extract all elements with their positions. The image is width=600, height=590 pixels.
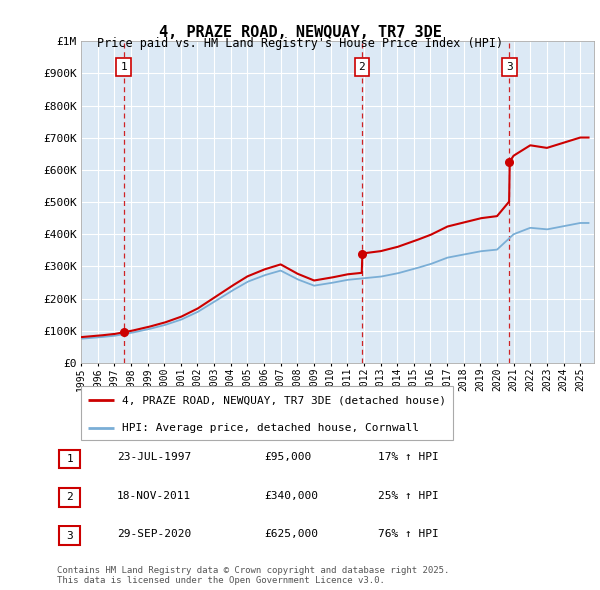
- Bar: [59, 526, 80, 545]
- Text: 29-SEP-2020: 29-SEP-2020: [117, 529, 191, 539]
- Text: 23-JUL-1997: 23-JUL-1997: [117, 453, 191, 462]
- Text: 3: 3: [506, 62, 513, 72]
- Text: 76% ↑ HPI: 76% ↑ HPI: [378, 529, 439, 539]
- Text: £625,000: £625,000: [264, 529, 318, 539]
- Text: 18-NOV-2011: 18-NOV-2011: [117, 491, 191, 500]
- Text: 3: 3: [66, 531, 73, 540]
- Text: Price paid vs. HM Land Registry's House Price Index (HPI): Price paid vs. HM Land Registry's House …: [97, 37, 503, 50]
- Text: 1: 1: [120, 62, 127, 72]
- Text: £95,000: £95,000: [264, 453, 311, 462]
- Text: 2: 2: [359, 62, 365, 72]
- Text: HPI: Average price, detached house, Cornwall: HPI: Average price, detached house, Corn…: [122, 423, 419, 433]
- Text: Contains HM Land Registry data © Crown copyright and database right 2025.
This d: Contains HM Land Registry data © Crown c…: [57, 566, 449, 585]
- FancyBboxPatch shape: [81, 386, 453, 440]
- Text: 25% ↑ HPI: 25% ↑ HPI: [378, 491, 439, 500]
- Text: 4, PRAZE ROAD, NEWQUAY, TR7 3DE (detached house): 4, PRAZE ROAD, NEWQUAY, TR7 3DE (detache…: [122, 395, 446, 405]
- Text: 2: 2: [66, 493, 73, 502]
- Bar: [59, 450, 80, 468]
- Text: £340,000: £340,000: [264, 491, 318, 500]
- Text: 17% ↑ HPI: 17% ↑ HPI: [378, 453, 439, 462]
- Bar: [59, 488, 80, 507]
- Text: 1: 1: [66, 454, 73, 464]
- Text: 4, PRAZE ROAD, NEWQUAY, TR7 3DE: 4, PRAZE ROAD, NEWQUAY, TR7 3DE: [158, 25, 442, 40]
